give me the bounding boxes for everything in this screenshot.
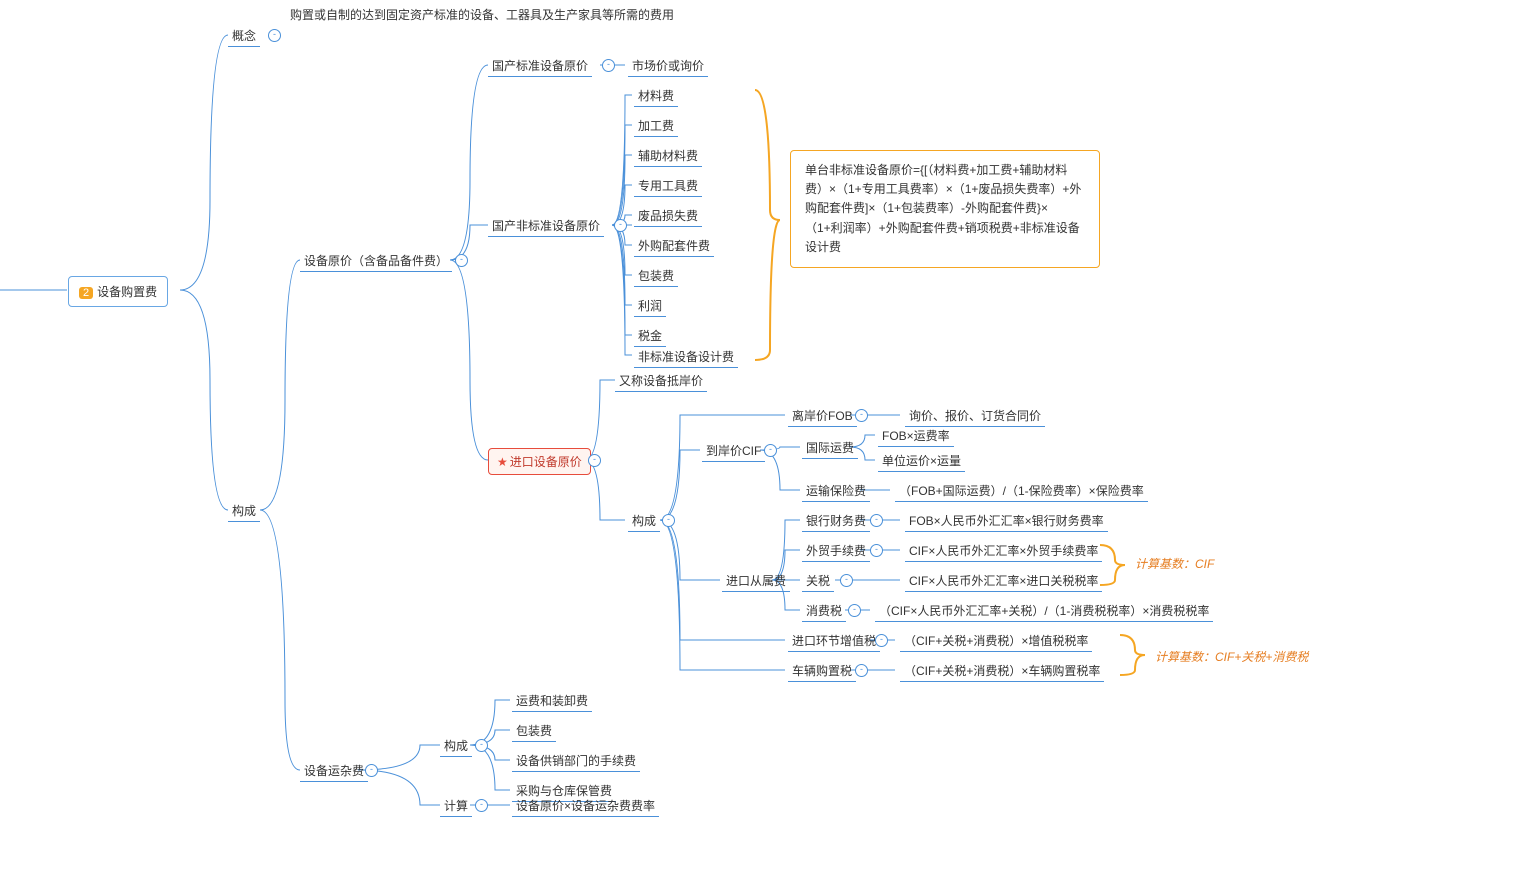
misc-calc[interactable]: 计算 xyxy=(440,795,472,817)
nonstd-formula: 单台非标准设备原价={[（材料费+加工费+辅助材料费）×（1+专用工具费率）×（… xyxy=(790,150,1100,268)
tariff-label[interactable]: 关税 xyxy=(802,570,834,592)
misc-item: 设备供销部门的手续费 xyxy=(512,750,640,772)
fob-label[interactable]: 离岸价FOB xyxy=(788,405,857,427)
toggle-icon[interactable]: - xyxy=(875,634,888,647)
misc-structure[interactable]: 构成 xyxy=(440,735,472,757)
concept-label[interactable]: 概念 xyxy=(228,25,260,47)
toggle-icon[interactable]: - xyxy=(365,764,378,777)
toggle-icon[interactable]: - xyxy=(455,254,468,267)
toggle-icon[interactable]: - xyxy=(588,454,601,467)
star-icon: ★ xyxy=(497,455,508,469)
toggle-icon[interactable]: - xyxy=(848,604,861,617)
freight-f2: 单位运价×运量 xyxy=(878,450,965,472)
toggle-icon[interactable]: - xyxy=(602,59,615,72)
subordinate-label[interactable]: 进口从属费 xyxy=(722,570,790,592)
domestic-std-child: 市场价或询价 xyxy=(628,55,708,77)
toggle-icon[interactable]: - xyxy=(870,514,883,527)
nonstd-item: 包装费 xyxy=(634,265,678,287)
nonstd-item: 专用工具费 xyxy=(634,175,702,197)
misc-label[interactable]: 设备运杂费 xyxy=(300,760,368,782)
misc-item: 包装费 xyxy=(512,720,556,742)
vat-formula: （CIF+关税+消费税）×增值税税率 xyxy=(900,630,1092,652)
toggle-icon[interactable]: - xyxy=(475,799,488,812)
vehicle-formula: （CIF+关税+消费税）×车辆购置税率 xyxy=(900,660,1104,682)
insurance-label[interactable]: 运输保险费 xyxy=(802,480,870,502)
misc-calc-formula: 设备原价×设备运杂费费率 xyxy=(512,795,659,817)
toggle-icon[interactable]: - xyxy=(268,29,281,42)
nonstd-item: 外购配套件费 xyxy=(634,235,714,257)
freight-f1: FOB×运费率 xyxy=(878,425,954,447)
fob-detail: 询价、报价、订货合同价 xyxy=(905,405,1045,427)
annot-cif-plus: 计算基数：CIF+关税+消费税 xyxy=(1155,648,1308,665)
nonstd-item: 废品损失费 xyxy=(634,205,702,227)
trade-label[interactable]: 外贸手续费 xyxy=(802,540,870,562)
equip-price[interactable]: 设备原价（含备品备件费） xyxy=(300,250,452,272)
tariff-formula: CIF×人民币外汇汇率×进口关税税率 xyxy=(905,570,1102,592)
consume-label[interactable]: 消费税 xyxy=(802,600,846,622)
insurance-formula: （FOB+国际运费）/（1-保险费率）×保险费率 xyxy=(895,480,1148,502)
nonstd-item: 税金 xyxy=(634,325,666,347)
nonstd-item: 材料费 xyxy=(634,85,678,107)
cif-label[interactable]: 到岸价CIF xyxy=(702,440,765,462)
misc-item: 运费和装卸费 xyxy=(512,690,592,712)
consume-formula: （CIF×人民币外汇汇率+关税）/（1-消费税税率）×消费税税率 xyxy=(875,600,1213,622)
nonstd-item: 加工费 xyxy=(634,115,678,137)
toggle-icon[interactable]: - xyxy=(764,444,777,457)
toggle-icon[interactable]: - xyxy=(662,514,675,527)
toggle-icon[interactable]: - xyxy=(855,664,868,677)
toggle-icon[interactable]: - xyxy=(840,574,853,587)
toggle-icon[interactable]: - xyxy=(614,219,627,232)
root-node[interactable]: 2 设备购置费 xyxy=(68,276,168,307)
vat-label[interactable]: 进口环节增值税 xyxy=(788,630,880,652)
annot-cif: 计算基数：CIF xyxy=(1135,555,1214,572)
bank-formula: FOB×人民币外汇汇率×银行财务费率 xyxy=(905,510,1108,532)
root-badge: 2 xyxy=(79,287,93,299)
concept-text: 购置或自制的达到固定资产标准的设备、工器具及生产家具等所需的费用 xyxy=(290,6,720,23)
import-structure[interactable]: 构成 xyxy=(628,510,660,532)
structure-label[interactable]: 构成 xyxy=(228,500,260,522)
nonstd-item: 利润 xyxy=(634,295,666,317)
root-label: 设备购置费 xyxy=(97,285,157,299)
nonstd-item: 辅助材料费 xyxy=(634,145,702,167)
toggle-icon[interactable]: - xyxy=(475,739,488,752)
import-node[interactable]: ★进口设备原价 xyxy=(488,448,591,475)
domestic-nonstd[interactable]: 国产非标准设备原价 xyxy=(488,215,604,237)
toggle-icon[interactable]: - xyxy=(855,409,868,422)
trade-formula: CIF×人民币外汇汇率×外贸手续费率 xyxy=(905,540,1102,562)
vehicle-label[interactable]: 车辆购置税 xyxy=(788,660,856,682)
freight-label[interactable]: 国际运费 xyxy=(802,437,858,459)
toggle-icon[interactable]: - xyxy=(870,544,883,557)
bank-label[interactable]: 银行财务费 xyxy=(802,510,870,532)
import-label: 进口设备原价 xyxy=(510,455,582,469)
nonstd-item: 非标准设备设计费 xyxy=(634,346,738,368)
import-alias: 又称设备抵岸价 xyxy=(615,370,707,392)
domestic-std[interactable]: 国产标准设备原价 xyxy=(488,55,592,77)
